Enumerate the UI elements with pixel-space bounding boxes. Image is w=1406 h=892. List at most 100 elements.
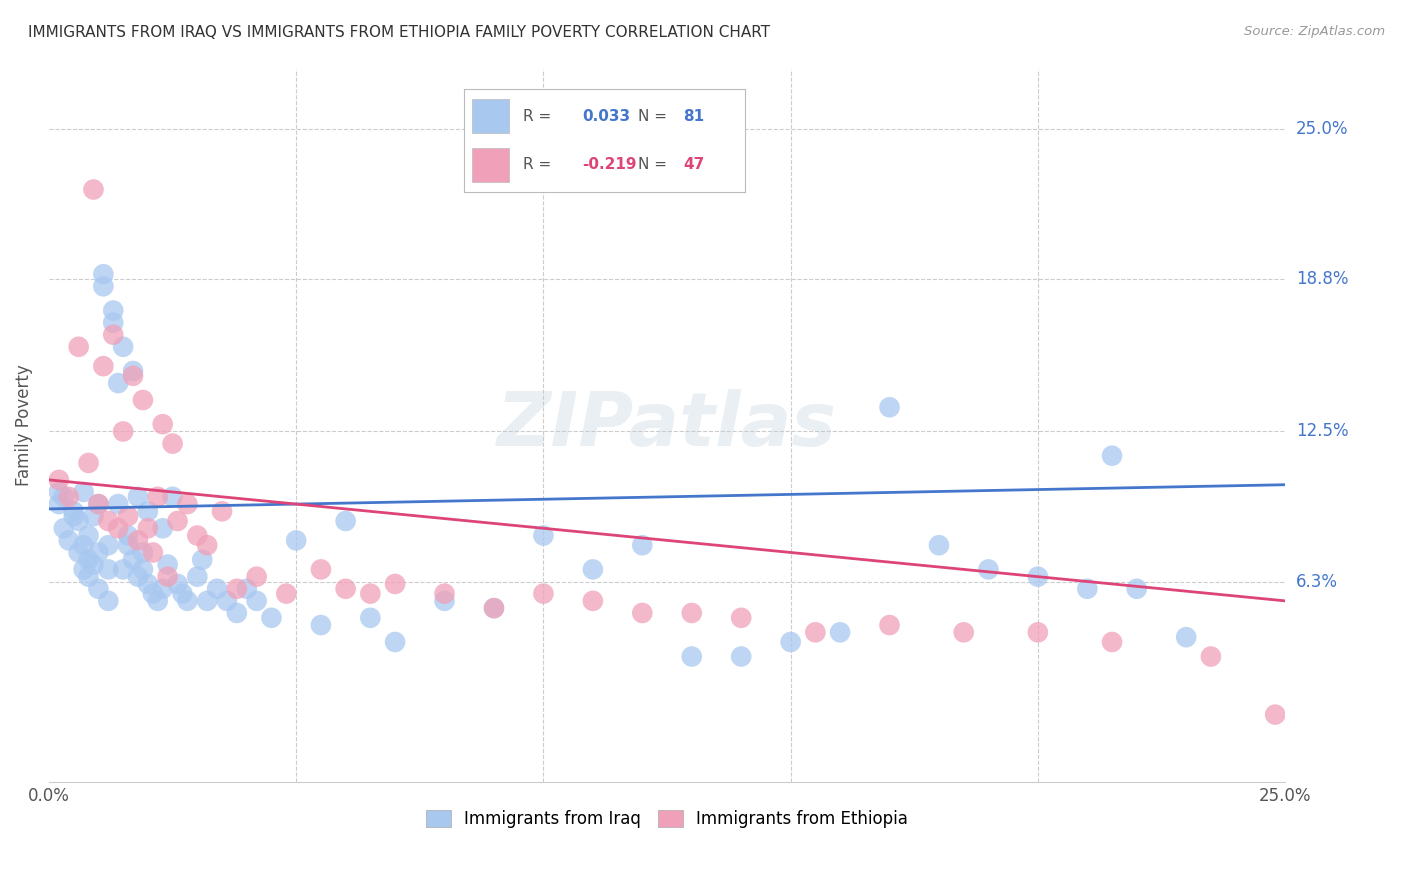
Text: Source: ZipAtlas.com: Source: ZipAtlas.com bbox=[1244, 25, 1385, 38]
Point bbox=[152, 417, 174, 432]
Point bbox=[117, 509, 139, 524]
Point bbox=[77, 456, 100, 470]
Point bbox=[112, 425, 135, 439]
Point bbox=[67, 545, 90, 559]
Point bbox=[97, 562, 120, 576]
Point bbox=[48, 497, 70, 511]
Text: ZIPatlas: ZIPatlas bbox=[498, 389, 837, 462]
Point bbox=[52, 521, 75, 535]
Point bbox=[82, 509, 104, 524]
Point bbox=[335, 514, 357, 528]
Point bbox=[433, 586, 456, 600]
Point bbox=[162, 436, 184, 450]
Point bbox=[384, 635, 406, 649]
Point bbox=[730, 611, 752, 625]
Point bbox=[186, 569, 208, 583]
Point bbox=[359, 611, 381, 625]
Point bbox=[87, 497, 110, 511]
Point bbox=[730, 649, 752, 664]
Point bbox=[582, 594, 605, 608]
Point bbox=[166, 514, 188, 528]
Point bbox=[681, 606, 703, 620]
Point bbox=[152, 582, 174, 596]
Point bbox=[93, 279, 115, 293]
Point bbox=[122, 364, 145, 378]
Text: N =: N = bbox=[638, 110, 668, 124]
Point bbox=[195, 538, 218, 552]
Point bbox=[176, 497, 198, 511]
Point bbox=[122, 553, 145, 567]
Point bbox=[285, 533, 308, 548]
Point bbox=[166, 577, 188, 591]
Point bbox=[107, 521, 129, 535]
Point bbox=[112, 562, 135, 576]
Point bbox=[136, 504, 159, 518]
Point bbox=[1199, 649, 1222, 664]
Point bbox=[142, 586, 165, 600]
Point bbox=[1101, 635, 1123, 649]
Point bbox=[186, 528, 208, 542]
Text: 6.3%: 6.3% bbox=[1296, 573, 1339, 591]
Point bbox=[103, 316, 125, 330]
Point bbox=[828, 625, 851, 640]
Point bbox=[103, 327, 125, 342]
Point bbox=[87, 582, 110, 596]
Point bbox=[309, 562, 332, 576]
Point bbox=[176, 594, 198, 608]
Point bbox=[67, 340, 90, 354]
Point bbox=[804, 625, 827, 640]
Point bbox=[235, 582, 257, 596]
Point bbox=[107, 497, 129, 511]
Point bbox=[225, 606, 247, 620]
Point bbox=[87, 497, 110, 511]
Point bbox=[52, 490, 75, 504]
Point bbox=[309, 618, 332, 632]
Y-axis label: Family Poverty: Family Poverty bbox=[15, 365, 32, 486]
Point bbox=[82, 182, 104, 196]
Point bbox=[260, 611, 283, 625]
Text: 25.0%: 25.0% bbox=[1296, 120, 1348, 138]
Point bbox=[62, 504, 84, 518]
Point bbox=[433, 594, 456, 608]
Point bbox=[582, 562, 605, 576]
Point bbox=[1076, 582, 1098, 596]
Point bbox=[482, 601, 505, 615]
Text: 47: 47 bbox=[683, 157, 704, 171]
Point bbox=[156, 558, 179, 572]
Point bbox=[879, 401, 901, 415]
Point bbox=[531, 586, 554, 600]
Point bbox=[132, 562, 155, 576]
Point bbox=[87, 545, 110, 559]
Point bbox=[1125, 582, 1147, 596]
Point bbox=[62, 509, 84, 524]
Point bbox=[97, 594, 120, 608]
Point bbox=[77, 528, 100, 542]
Point bbox=[97, 514, 120, 528]
Point bbox=[162, 490, 184, 504]
Point bbox=[103, 303, 125, 318]
Point bbox=[246, 594, 269, 608]
Point bbox=[928, 538, 950, 552]
Point bbox=[82, 558, 104, 572]
Point bbox=[48, 473, 70, 487]
Point bbox=[117, 528, 139, 542]
Point bbox=[152, 521, 174, 535]
Point bbox=[1026, 625, 1049, 640]
Text: 0.033: 0.033 bbox=[582, 110, 630, 124]
Point bbox=[107, 376, 129, 390]
Point bbox=[246, 569, 269, 583]
Point bbox=[117, 538, 139, 552]
Point bbox=[211, 504, 233, 518]
Point bbox=[72, 485, 94, 500]
Point bbox=[276, 586, 298, 600]
Point bbox=[146, 594, 169, 608]
Point bbox=[93, 267, 115, 281]
Point bbox=[67, 514, 90, 528]
Point bbox=[132, 392, 155, 407]
Point bbox=[72, 538, 94, 552]
Point bbox=[631, 606, 654, 620]
Point bbox=[58, 533, 80, 548]
Point bbox=[631, 538, 654, 552]
Point bbox=[127, 569, 149, 583]
Point bbox=[93, 359, 115, 373]
